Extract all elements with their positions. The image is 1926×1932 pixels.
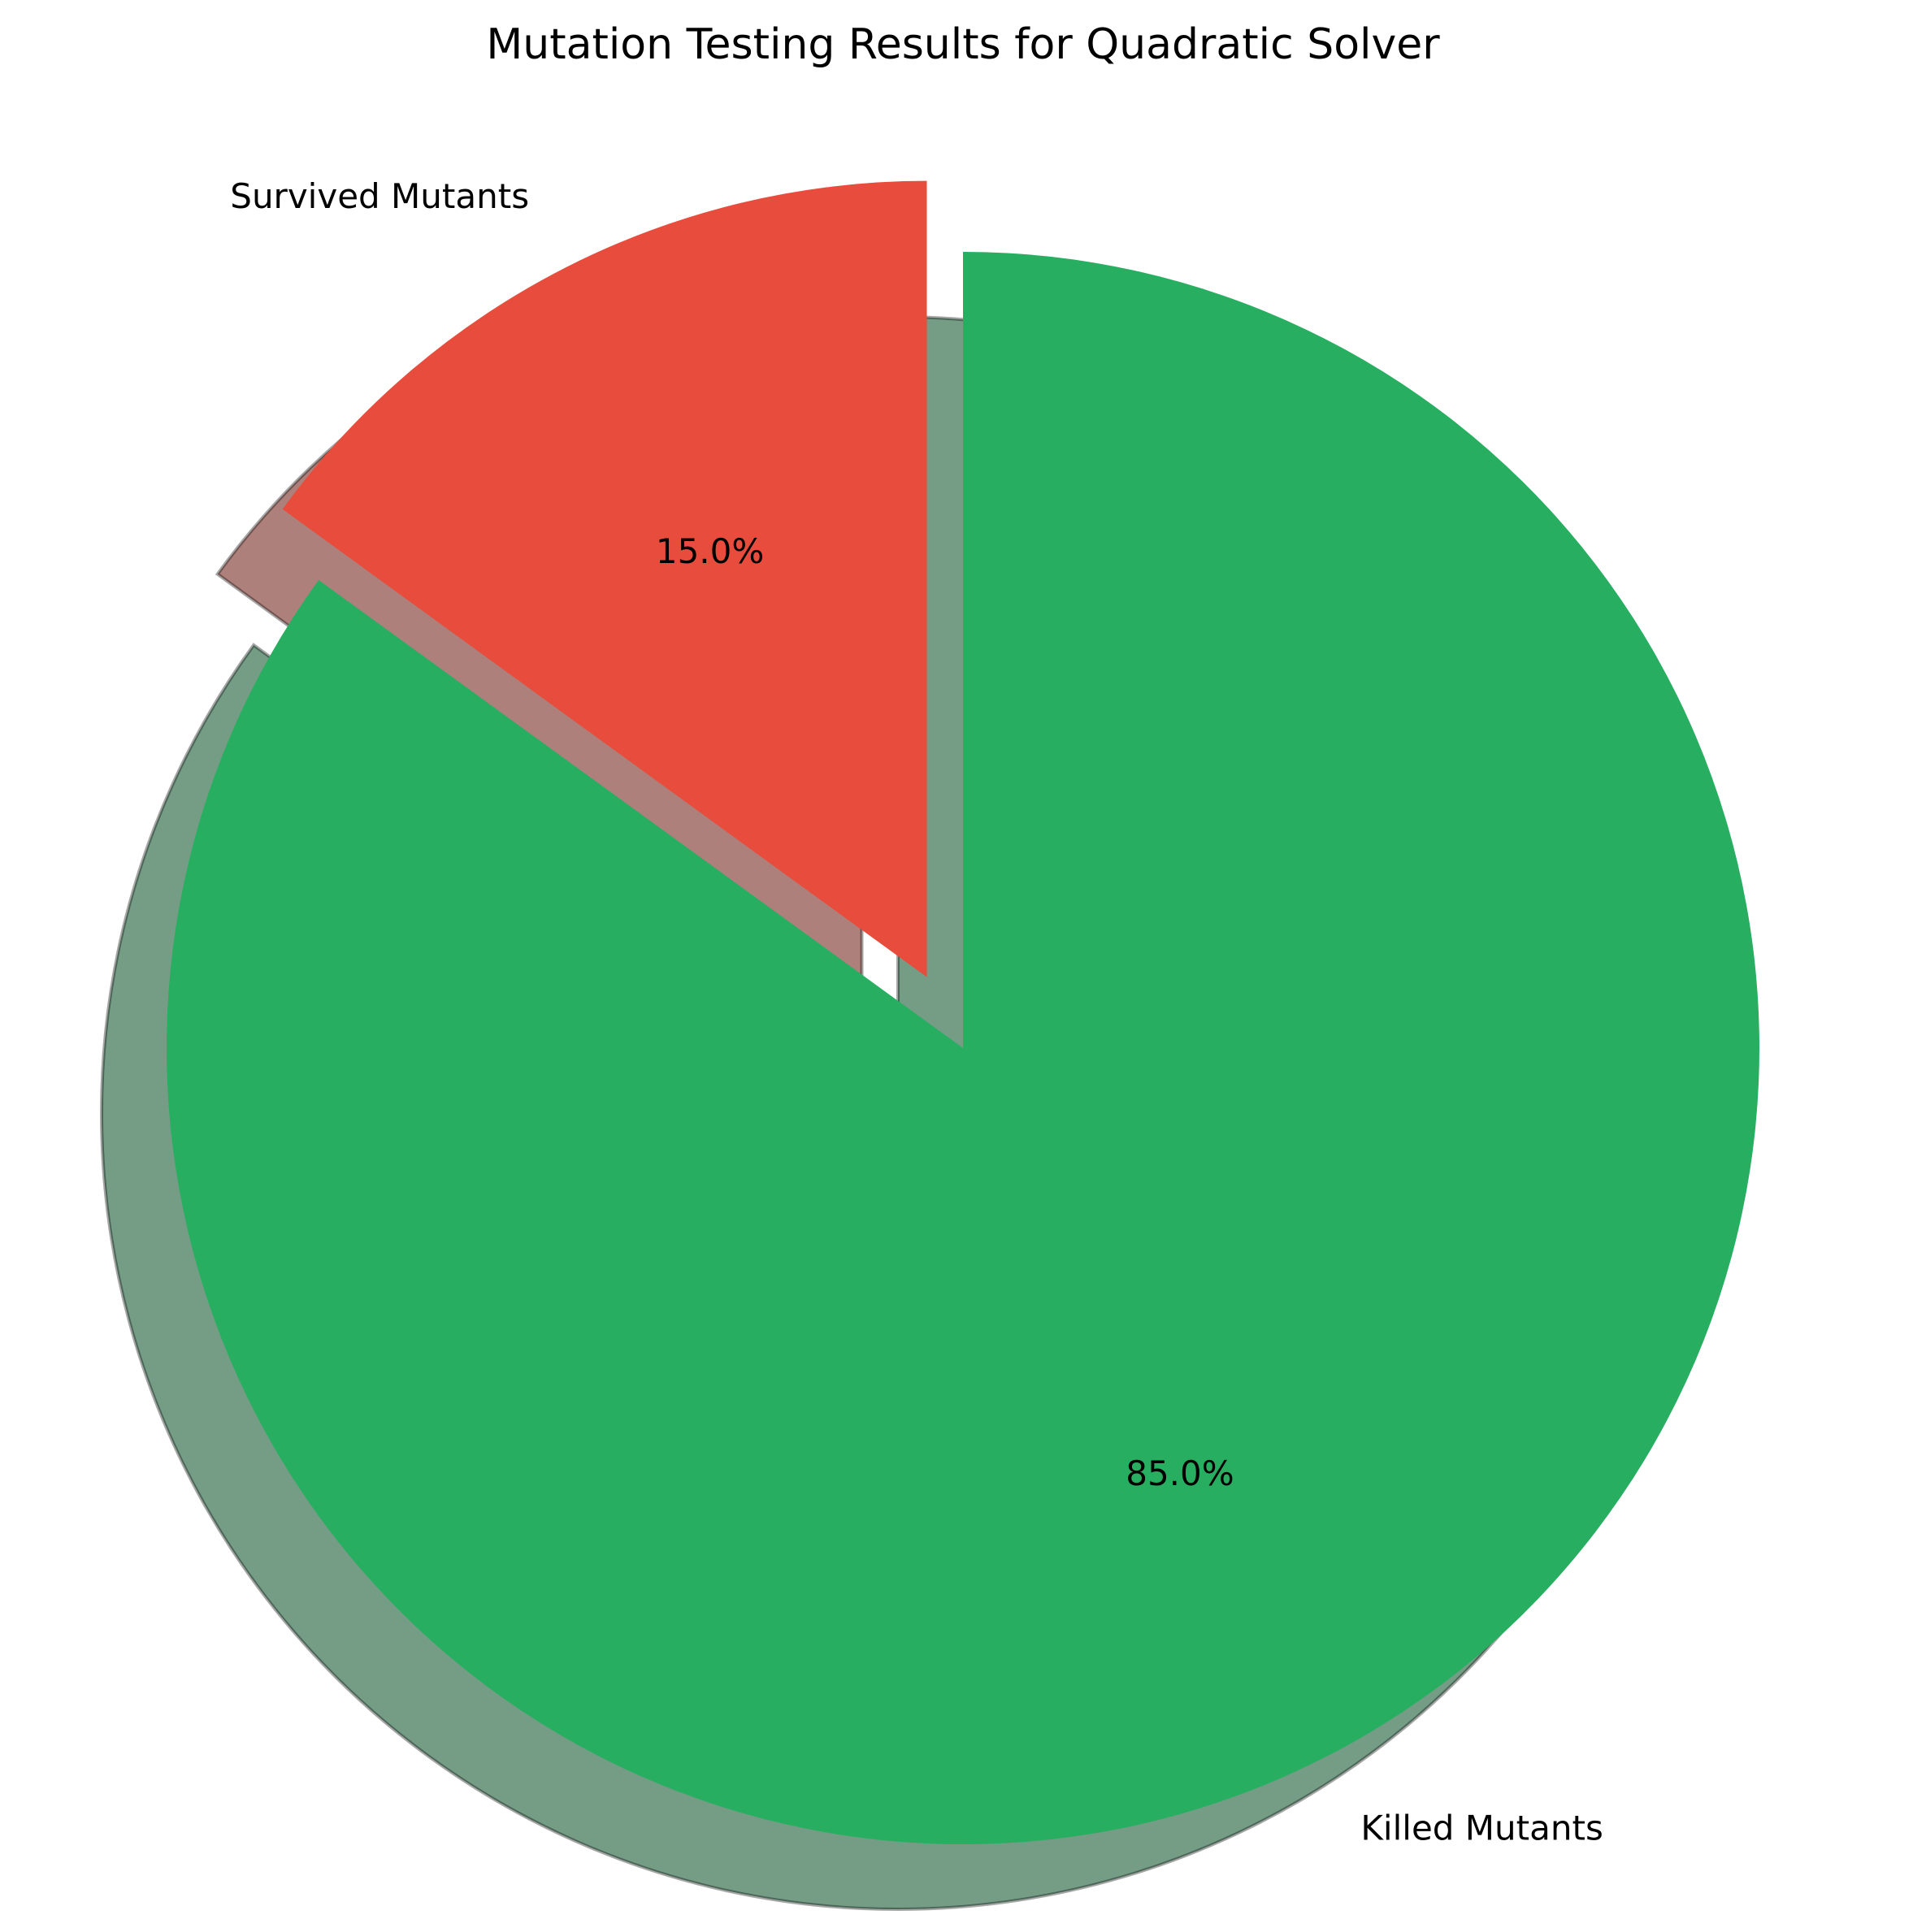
slice-label-survived-mutants: Survived Mutants [230, 176, 529, 216]
label-layer: Killed Mutants 85.0% Survived Mutants 15.0% [230, 176, 1603, 1848]
slice-layer [166, 180, 1759, 1844]
pie-slice-survived-mutants [282, 180, 927, 977]
pct-label-killed-mutants: 85.0% [1126, 1453, 1234, 1493]
pie-slice-killed-mutants [166, 252, 1759, 1844]
pct-label-survived-mutants: 15.0% [656, 531, 764, 571]
chart-title: Mutation Testing Results for Quadratic S… [486, 20, 1440, 69]
slice-label-killed-mutants: Killed Mutants [1360, 1809, 1603, 1848]
